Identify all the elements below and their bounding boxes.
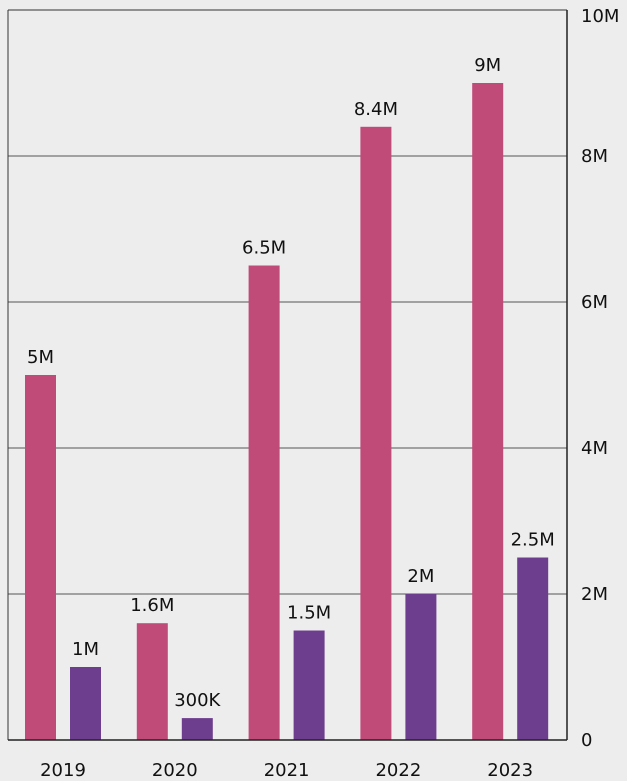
bar-series-1-2020 <box>136 623 168 740</box>
x-tick-label: 2023 <box>487 760 533 781</box>
y-tick-label: 6M <box>581 292 608 313</box>
data-label: 8.4M <box>354 99 398 120</box>
y-tick-label: 8M <box>581 146 608 167</box>
bar-series-2-2021 <box>293 630 325 740</box>
y-axis-ticks: 0 2M 4M 6M 8M 10M <box>581 6 619 751</box>
data-label: 300K <box>174 690 221 711</box>
bar-series-1-2022 <box>360 126 392 741</box>
bar-series-1-2023 <box>472 83 504 740</box>
x-tick-label: 2021 <box>264 760 310 781</box>
data-label: 1.5M <box>287 603 331 624</box>
data-label: 9M <box>474 55 501 76</box>
bar-series-1-2019 <box>25 375 56 740</box>
y-tick-label: 4M <box>581 438 608 459</box>
bar-series-2-2023 <box>517 557 549 740</box>
x-axis-ticks: 2019 2020 2021 2022 2023 <box>40 760 533 781</box>
x-tick-label: 2019 <box>40 760 86 781</box>
y-tick-label: 2M <box>581 584 608 605</box>
data-label: 6.5M <box>242 238 286 259</box>
bar-series-2-2022 <box>405 594 437 740</box>
x-tick-label: 2020 <box>152 760 198 781</box>
data-label: 2M <box>407 566 434 587</box>
plot-frame <box>7 9 568 741</box>
y-tick-label: 0 <box>581 730 592 751</box>
y-tick-label: 10M <box>581 6 619 27</box>
bar-series-1-2021 <box>248 265 280 740</box>
data-label: 1M <box>72 639 99 660</box>
data-label: 1.6M <box>130 595 174 616</box>
data-label: 2.5M <box>511 530 555 551</box>
bar-series-2-2019 <box>70 667 101 740</box>
data-labels: 5M 1M 1.6M 300K 6.5M 1.5M 8.4M 2M 9M 2.5M <box>27 55 555 711</box>
data-label: 5M <box>27 347 54 368</box>
x-tick-label: 2022 <box>375 760 421 781</box>
bar-series-2-2020 <box>181 718 213 740</box>
bars <box>25 83 549 741</box>
